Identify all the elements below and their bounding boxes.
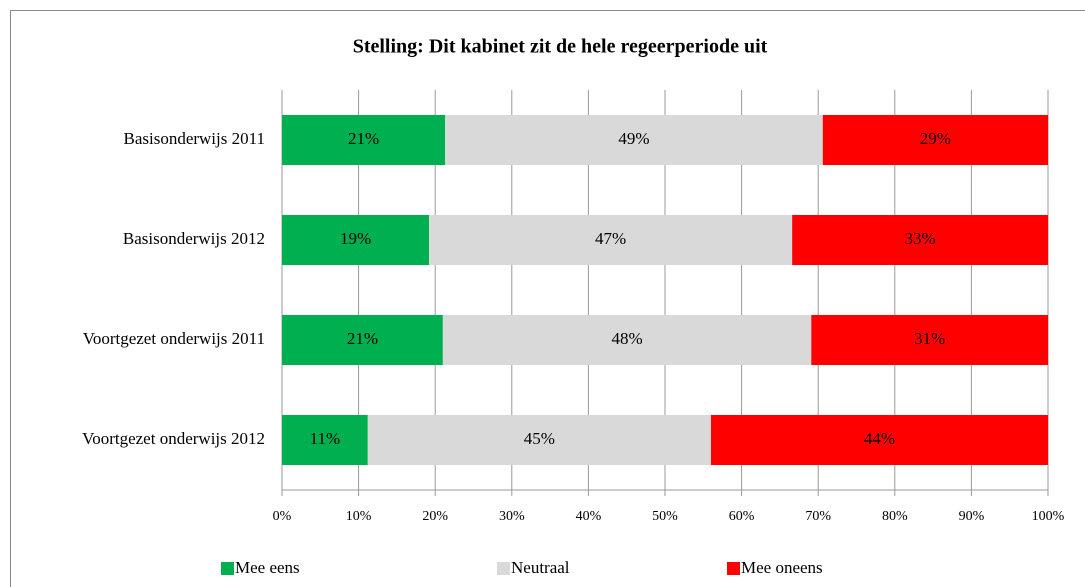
bar-segment — [282, 115, 446, 165]
value-label: 47% — [595, 229, 626, 248]
legend-label: Mee oneens — [741, 558, 823, 577]
y-tick-label: Voortgezet onderwijs 2012 — [82, 429, 265, 448]
bar-segment — [822, 115, 1048, 165]
value-label: 48% — [611, 329, 642, 348]
x-tick-label: 40% — [576, 509, 602, 524]
value-label: 19% — [340, 229, 371, 248]
x-tick-label: 70% — [805, 509, 831, 524]
value-label: 44% — [864, 429, 895, 448]
bar-segment — [282, 315, 443, 365]
bar-segment — [792, 215, 1048, 265]
value-label: 11% — [310, 429, 341, 448]
bar-segment — [442, 315, 812, 365]
y-tick-label: Voortgezet onderwijs 2011 — [83, 329, 265, 348]
legend-label: Neutraal — [511, 558, 570, 577]
value-label: 45% — [524, 429, 555, 448]
value-label: 21% — [347, 329, 378, 348]
bar-segment — [710, 415, 1048, 465]
bar-segment — [367, 415, 711, 465]
bar-segment — [282, 415, 368, 465]
bar-segment — [811, 315, 1048, 365]
legend-swatch — [221, 562, 234, 575]
y-tick-label: Basisonderwijs 2012 — [123, 229, 265, 248]
bar-segment — [445, 115, 823, 165]
x-tick-label: 100% — [1032, 509, 1065, 524]
chart-border — [10, 10, 1085, 587]
value-label: 31% — [914, 329, 945, 348]
x-tick-label: 30% — [499, 509, 525, 524]
y-tick-label: Basisonderwijs 2011 — [123, 129, 265, 148]
x-tick-label: 20% — [422, 509, 448, 524]
chart-title: Stelling: Dit kabinet zit de hele regeer… — [353, 36, 768, 58]
bar-segment — [429, 215, 793, 265]
x-tick-label: 90% — [959, 509, 985, 524]
legend-swatch — [497, 562, 510, 575]
bar-segment — [282, 215, 430, 265]
x-tick-label: 50% — [652, 509, 678, 524]
value-label: 33% — [904, 229, 935, 248]
value-label: 29% — [920, 129, 951, 148]
x-tick-label: 60% — [729, 509, 755, 524]
value-label: 21% — [348, 129, 379, 148]
value-label: 49% — [618, 129, 649, 148]
x-tick-label: 0% — [273, 509, 292, 524]
x-tick-label: 10% — [346, 509, 372, 524]
legend-swatch — [727, 562, 740, 575]
x-tick-label: 80% — [882, 509, 908, 524]
legend-label: Mee eens — [235, 558, 300, 577]
